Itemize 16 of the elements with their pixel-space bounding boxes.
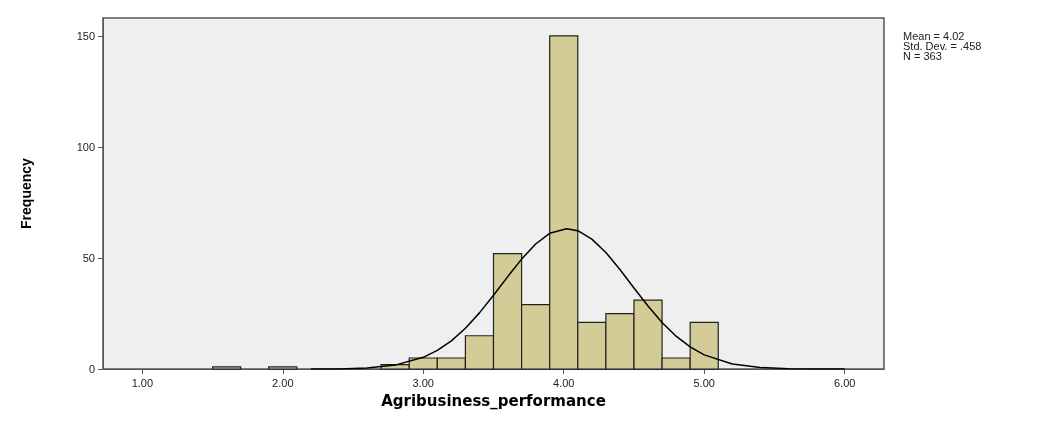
y-tick-label: 50: [82, 251, 95, 264]
x-tick-label: 5.00: [693, 376, 715, 389]
x-tick-label: 2.00: [272, 376, 294, 389]
y-tick-label: 150: [76, 29, 95, 42]
y-axis-title: Frequency: [18, 157, 34, 229]
y-tick-label: 100: [76, 140, 95, 153]
text: Mean = 4.02: [903, 29, 965, 42]
x-tick-label: 6.00: [833, 376, 856, 389]
text: N = 363: [903, 49, 942, 62]
y-tick-label: 0: [88, 363, 95, 376]
x-tick-label: 1.00: [131, 376, 154, 389]
x-tick-label: 4.00: [553, 376, 575, 389]
line-series: [310, 227, 846, 370]
x-axis-title: Agribusiness_performance: [381, 391, 606, 410]
text: Std. Dev. = .458: [903, 39, 982, 52]
x-tick-label: 3.00: [412, 376, 434, 389]
